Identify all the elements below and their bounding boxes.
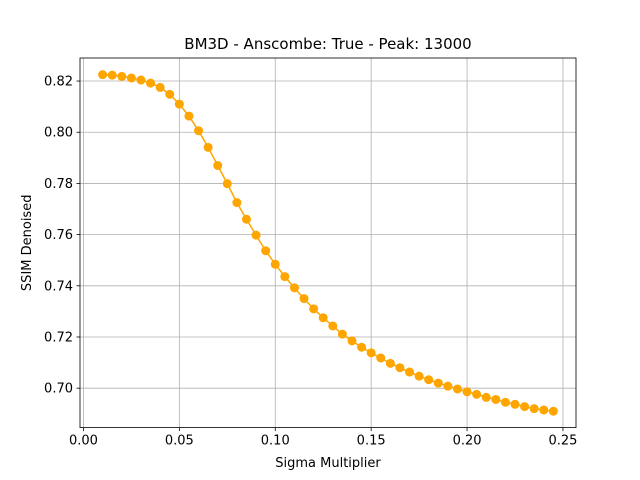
data-point	[405, 367, 415, 377]
x-axis-label: Sigma Multiplier	[275, 456, 381, 471]
data-point	[232, 198, 242, 208]
data-point	[347, 336, 357, 346]
data-point	[500, 397, 510, 407]
data-point	[395, 363, 405, 373]
data-point	[481, 392, 491, 402]
series-layer	[98, 70, 558, 416]
data-point	[376, 353, 386, 363]
data-point	[452, 384, 462, 394]
data-point	[165, 89, 175, 99]
data-point	[510, 399, 520, 409]
y-tick-label: 0.82	[44, 75, 73, 90]
data-point	[529, 404, 539, 414]
data-point	[194, 126, 204, 136]
x-tick-label: 0.25	[548, 434, 577, 449]
data-point	[184, 111, 194, 121]
data-point	[539, 405, 549, 415]
data-point	[318, 313, 328, 323]
plot-frame	[79, 57, 577, 429]
x-tick-label: 0.20	[453, 434, 482, 449]
ticks: 0.00 0.05 0.10 0.15 0.20 0.25 0.70 0.72 0.74 0.76…	[44, 75, 577, 449]
data-point	[309, 304, 319, 314]
data-point	[357, 342, 367, 352]
data-point	[520, 402, 530, 412]
data-point	[366, 348, 376, 358]
data-point	[491, 394, 501, 404]
data-point	[117, 71, 127, 81]
y-tick-label: 0.70	[44, 382, 73, 397]
data-point	[222, 179, 232, 189]
x-tick-label: 0.10	[261, 434, 290, 449]
data-point	[328, 321, 338, 331]
data-point	[146, 78, 156, 88]
data-point	[155, 82, 165, 92]
data-point	[443, 381, 453, 391]
x-tick-label: 0.15	[357, 434, 386, 449]
x-tick-label: 0.00	[69, 434, 98, 449]
y-axis-label: SSIM Denoised	[20, 195, 35, 292]
data-point	[472, 389, 482, 399]
y-tick-label: 0.80	[44, 126, 73, 141]
data-point	[261, 246, 271, 256]
data-point	[385, 358, 395, 368]
grid	[80, 58, 576, 428]
data-point	[299, 294, 309, 304]
data-point	[280, 272, 290, 282]
data-point	[107, 70, 117, 80]
data-point	[289, 283, 299, 293]
data-point	[241, 214, 251, 224]
y-tick-label: 0.76	[44, 228, 73, 243]
y-tick-label: 0.72	[44, 330, 73, 345]
data-point	[424, 375, 434, 385]
data-point	[98, 70, 108, 80]
data-point	[270, 259, 280, 269]
data-point	[414, 371, 424, 381]
data-point	[203, 142, 213, 152]
y-tick-label: 0.78	[44, 177, 73, 192]
data-point	[126, 73, 136, 83]
data-point	[213, 161, 223, 171]
data-point	[462, 387, 472, 397]
data-point	[251, 230, 261, 240]
data-point	[548, 406, 558, 416]
data-point	[433, 378, 443, 388]
data-point	[174, 99, 184, 109]
chart-title: BM3D - Anscombe: True - Peak: 13000	[184, 35, 471, 53]
data-point	[136, 75, 146, 85]
data-point	[337, 329, 347, 339]
y-tick-label: 0.74	[44, 279, 73, 294]
x-tick-label: 0.05	[165, 434, 194, 449]
